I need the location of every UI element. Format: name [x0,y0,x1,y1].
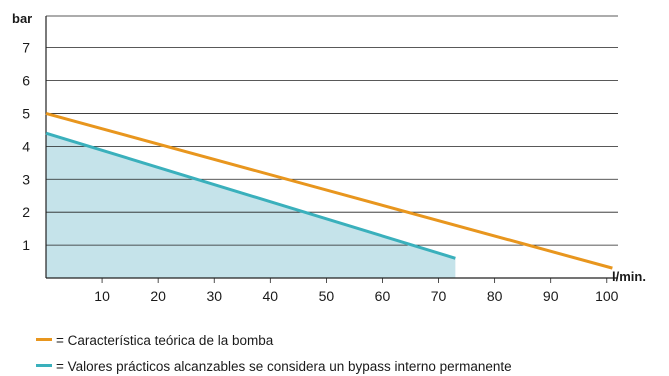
y-tick-label-7: 7 [22,40,30,56]
x-tick-label-90: 90 [543,288,559,304]
series-line-0 [45,111,613,270]
x-tick-label-100: 100 [595,288,619,304]
label-layer: 10 20 30 40 50 60 70 80 90 100 1 2 3 4 5 6 7 bar l/min. [12,11,646,304]
x-tick-label-50: 50 [319,288,335,304]
area-layer [46,133,456,278]
chart: 10 20 30 40 50 60 70 80 90 100 1 2 3 4 5 6 7 bar l/min. [12,11,646,304]
legend-label-practical: = Valores prácticos alcanzables se consi… [56,359,512,374]
x-tick-label-70: 70 [431,288,447,304]
x-tick-label-40: 40 [263,288,279,304]
y-tick-label-2: 2 [22,204,30,220]
axis-layer [45,15,618,283]
y-tick-label-6: 6 [22,73,30,89]
y-tick-label-5: 5 [22,105,30,121]
line-layer [45,111,613,270]
y-tick-label-3: 3 [22,171,30,187]
x-tick-label-30: 30 [206,288,222,304]
series-line-1 [45,131,456,260]
x-tick-label-20: 20 [150,288,166,304]
x-axis-label: l/min. [612,269,646,284]
legend-swatch-practical [36,363,52,367]
y-axis-label: bar [12,11,32,26]
x-tick-label-60: 60 [375,288,391,304]
series-area-1 [46,133,456,278]
y-tick-label-1: 1 [22,237,30,253]
x-tick-label-80: 80 [487,288,503,304]
legend-item-theoretical: = Característica teórica de la bomba [36,333,273,348]
legend-item-practical: = Valores prácticos alcanzables se consi… [36,359,512,374]
legend-swatch-theoretical [36,337,52,341]
x-tick-label-10: 10 [94,288,110,304]
grid-layer [46,47,618,246]
legend-label-theoretical: = Característica teórica de la bomba [56,333,274,348]
y-tick-label-4: 4 [22,138,30,154]
